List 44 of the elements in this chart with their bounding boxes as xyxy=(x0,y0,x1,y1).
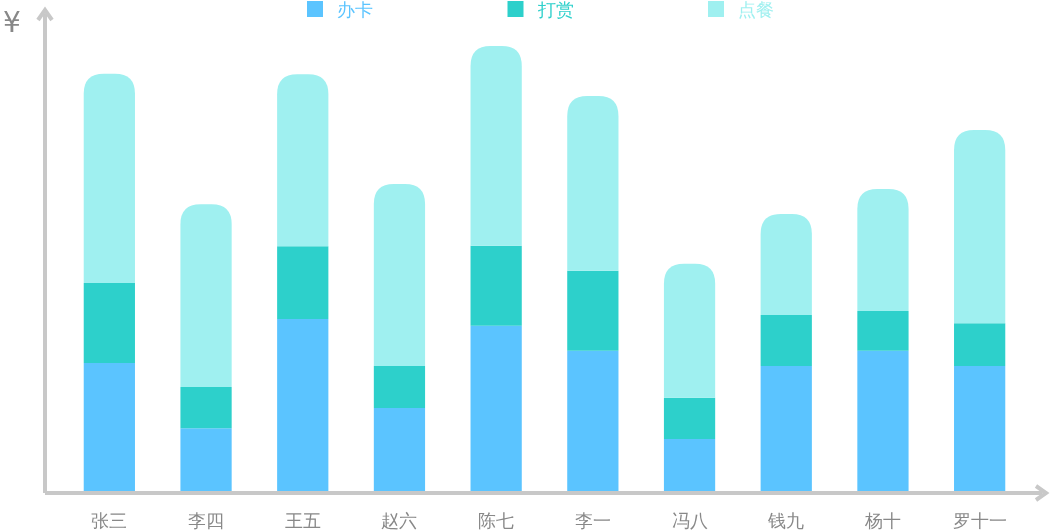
legend-label: 办卡 xyxy=(337,0,373,20)
bar xyxy=(567,270,619,351)
bar xyxy=(373,184,426,367)
bar xyxy=(567,96,619,271)
x-tick-label: 罗十一 xyxy=(952,510,1007,531)
bar xyxy=(857,350,909,493)
bar xyxy=(663,438,716,493)
x-tick-label: 王五 xyxy=(284,510,321,531)
bar xyxy=(83,282,135,363)
bar xyxy=(83,73,135,283)
bar xyxy=(373,408,426,493)
bar xyxy=(954,366,1006,493)
bar xyxy=(83,362,135,493)
bar xyxy=(760,315,812,367)
x-tick-label: 钱九 xyxy=(767,510,805,531)
bar xyxy=(470,46,522,246)
x-tick-label: 冯八 xyxy=(671,510,708,531)
bar xyxy=(857,311,909,351)
x-tick-label: 赵六 xyxy=(381,510,418,531)
bar xyxy=(470,325,522,493)
x-tick-label: 杨十 xyxy=(863,510,901,531)
bar xyxy=(180,428,232,493)
bar xyxy=(470,245,522,326)
bar xyxy=(180,204,232,388)
bar xyxy=(663,263,716,398)
bar xyxy=(663,397,716,439)
x-tick-label: 张三 xyxy=(91,510,128,531)
bar xyxy=(857,189,909,312)
bar xyxy=(373,366,426,409)
legend-label: 点餐 xyxy=(738,0,774,20)
bar xyxy=(954,130,1006,324)
bar xyxy=(760,366,812,493)
bar xyxy=(954,323,1006,367)
bar xyxy=(277,319,329,493)
bar xyxy=(277,74,329,247)
legend-label: 打赏 xyxy=(536,0,574,20)
bar xyxy=(180,387,232,429)
bar xyxy=(760,214,812,316)
bar xyxy=(567,350,619,493)
y-axis-title: ¥ xyxy=(3,6,21,39)
x-tick-label: 李四 xyxy=(188,510,225,531)
bar xyxy=(277,246,329,320)
x-tick-label: 陈七 xyxy=(478,510,515,531)
x-tick-label: 李一 xyxy=(574,510,611,531)
